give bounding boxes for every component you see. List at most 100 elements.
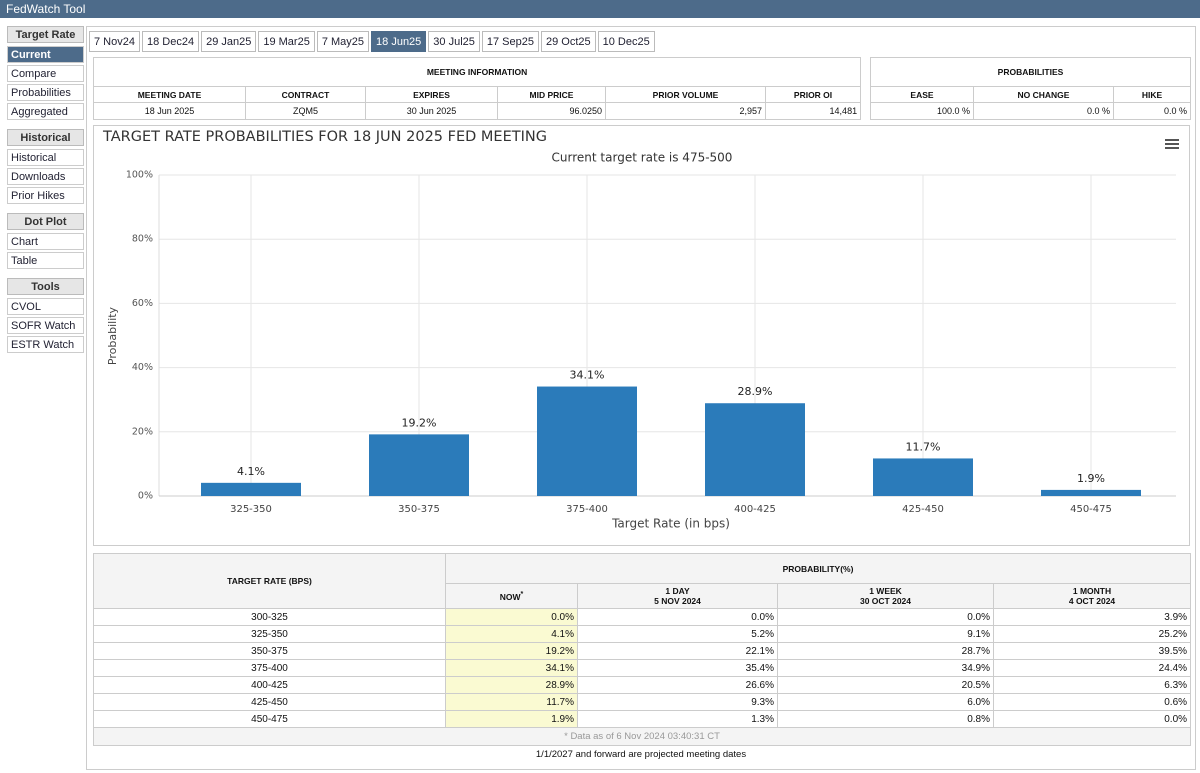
period-label: NOW (499, 591, 521, 602)
sidebar-item[interactable]: Compare (7, 65, 84, 82)
menu-bar (1165, 139, 1179, 141)
meeting-tab[interactable]: 29 Jan25 (201, 31, 257, 52)
column-header: NO CHANGE (973, 86, 1114, 103)
column-header: PRIOR VOLUME (605, 86, 766, 103)
meeting-tab[interactable]: 7 Nov24 (89, 31, 140, 52)
cell: 19.2% (445, 642, 578, 660)
footer-note: 1/1/2027 and forward are projected meeti… (535, 749, 747, 760)
probability-header: PROBABILITY(%) (444, 553, 1192, 584)
column-header: EXPIRES (365, 86, 498, 103)
data-timestamp: * Data as of 6 Nov 2024 03:40:31 CT (92, 727, 1192, 746)
sidebar-item[interactable]: Historical (7, 149, 84, 166)
cell: 0.0% (445, 608, 578, 626)
rate-row: 425-450 11.7% 9.3% 6.0% 0.6% (93, 693, 1192, 711)
sidebar-item[interactable]: SOFR Watch (7, 317, 84, 334)
cell: 6.0% (777, 693, 994, 711)
sidebar-section-title: Target Rate (7, 26, 84, 43)
sidebar-item[interactable]: CVOL (7, 298, 84, 315)
cell: 22.1% (577, 642, 778, 660)
info-table: MEETING INFORMATION MEETING DATE CONTRACT E… (92, 57, 862, 120)
chart: TARGET RATE PROBABILITIES FOR 18 JUN 202… (93, 125, 1190, 546)
x-tick-label: 325-350 (230, 504, 272, 515)
cell: 2,957 (605, 102, 766, 120)
cell: 24.4% (992, 659, 1192, 677)
x-axis-title: Target Rate (in bps) (611, 517, 730, 531)
cell: 450-475 (93, 710, 446, 728)
sidebar-item[interactable]: Aggregated (7, 103, 84, 120)
cell: 325-350 (93, 625, 446, 643)
bar (201, 482, 301, 496)
cell: 100.0 % (870, 102, 974, 120)
sidebar-item[interactable]: Current (7, 46, 84, 63)
rates-table: TARGET RATE (BPS) PROBABILITY(%) NOW* 1 DAY… (92, 553, 1192, 746)
value-label: 4.1% (237, 465, 265, 478)
sidebar-item[interactable]: Table (7, 252, 84, 269)
menu-bar (1165, 143, 1179, 145)
meeting-tab[interactable]: 18 Jun25 (371, 31, 427, 52)
cell: 26.6% (577, 676, 778, 694)
content-frame (86, 26, 1196, 770)
x-tick-label: 450-475 (1070, 504, 1112, 515)
info-table: PROBABILITIES EASE NO CHANGE HIKE 100.0 % 0.0… (870, 57, 1191, 120)
header-row: MEETING DATE CONTRACT EXPIRES MID PRICE PRIO… (93, 86, 862, 103)
sidebar-item[interactable]: Prior Hikes (7, 187, 84, 204)
column-header: MEETING DATE (93, 86, 246, 103)
value-row: 18 Jun 2025 ZQM5 30 Jun 2025 96.0250 2,957 14… (93, 102, 862, 120)
value-label: 11.7% (906, 440, 941, 453)
header-row: TARGET RATE (BPS) PROBABILITY(%) (93, 553, 1192, 609)
meeting-tab[interactable]: 18 Dec24 (141, 31, 200, 52)
menu-icon[interactable] (1165, 139, 1179, 149)
meeting-tab[interactable]: 10 Dec25 (597, 31, 655, 52)
box-title: MEETING INFORMATION (92, 57, 862, 87)
cell: 30 Jun 2025 (365, 102, 498, 120)
rate-row: 450-475 1.9% 1.3% 0.8% 0.0% (93, 710, 1192, 728)
y-tick-label: 60% (132, 298, 153, 309)
column-header: EASE (870, 86, 974, 103)
chart-title: TARGET RATE PROBABILITIES FOR 18 JUN 202… (102, 129, 547, 145)
cell: 11.7% (445, 693, 578, 711)
cell: 0.8% (777, 710, 994, 728)
sidebar-item[interactable]: Probabilities (7, 84, 84, 101)
cell: 0.0% (992, 710, 1192, 728)
cell: 28.9% (445, 676, 578, 694)
cell: 350-375 (93, 642, 446, 660)
bar (1041, 489, 1141, 496)
sidebar-section-title: Dot Plot (7, 213, 84, 230)
value-label: 19.2% (402, 416, 437, 429)
sidebar-item[interactable]: ESTR Watch (7, 336, 84, 353)
value-label: 34.1% (570, 369, 605, 382)
meeting-tab[interactable]: 7 May25 (316, 31, 370, 52)
meeting-info: MEETING INFORMATION MEETING DATE CONTRACT E… (92, 57, 862, 120)
meeting-tab[interactable]: 30 Jul25 (428, 31, 480, 52)
meeting-tab[interactable]: 17 Sep25 (481, 31, 539, 52)
column-header: HIKE (1113, 86, 1191, 103)
probability-table: TARGET RATE (BPS) PROBABILITY(%) NOW* 1 DAY… (92, 553, 1192, 746)
period-header: 1 MONTH 4 OCT 2024 (992, 583, 1192, 609)
period-date: 30 OCT 2024 (859, 596, 912, 606)
cell: 1.9% (445, 710, 578, 728)
cell: 39.5% (992, 642, 1192, 660)
value-row: 100.0 % 0.0 % 0.0 % (870, 102, 1191, 120)
cell: 0.0 % (973, 102, 1114, 120)
app-header: FedWatch Tool (0, 0, 1200, 18)
bar (873, 458, 973, 496)
header-row: EASE NO CHANGE HIKE (870, 86, 1191, 103)
meeting-tab[interactable]: 19 Mar25 (258, 31, 315, 52)
period-note: * (520, 590, 524, 599)
title-row: PROBABILITIES (870, 57, 1191, 87)
cell: 425-450 (93, 693, 446, 711)
meeting-tab[interactable]: 29 Oct25 (541, 31, 596, 52)
period-header: NOW* (445, 583, 578, 609)
cell: 14,481 (764, 102, 862, 120)
period-date: 5 NOV 2024 (654, 596, 701, 606)
sidebar-item[interactable]: Downloads (7, 168, 84, 185)
menu-bar (1165, 147, 1179, 149)
y-tick-label: 20% (132, 426, 153, 437)
sidebar-item[interactable]: Chart (7, 233, 84, 250)
y-tick-label: 0% (138, 491, 153, 502)
bar (369, 434, 469, 496)
cell: 4.1% (445, 625, 578, 643)
cell: 400-425 (93, 676, 446, 694)
cell: 35.4% (577, 659, 778, 677)
